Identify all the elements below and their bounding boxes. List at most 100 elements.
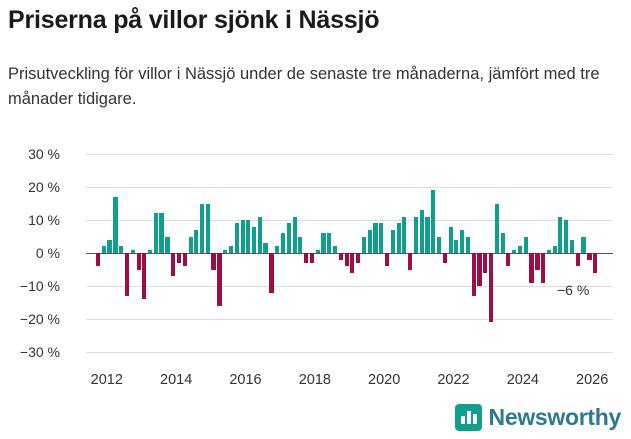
gridline [86, 154, 613, 155]
bar [506, 253, 511, 267]
bar [136, 253, 141, 270]
gridline [86, 352, 613, 353]
bar [517, 246, 523, 253]
bar [512, 249, 517, 253]
bar [315, 249, 320, 253]
bar [275, 246, 280, 253]
bar [205, 203, 211, 253]
bar [494, 203, 499, 253]
x-axis-tick-label: 2022 [437, 372, 470, 388]
bar [402, 216, 407, 253]
bar [569, 239, 575, 253]
bar [350, 253, 355, 273]
bar [269, 253, 274, 293]
bar [176, 253, 181, 263]
bar [165, 236, 170, 253]
bar [558, 216, 563, 253]
bar [546, 249, 551, 253]
y-axis-tick-label: 30 % [28, 146, 60, 162]
bar [252, 226, 257, 253]
brand-footer: Newsworthy [454, 404, 622, 431]
bar [390, 229, 395, 253]
bar [217, 253, 222, 306]
bar [408, 253, 413, 270]
x-axis-tick-label: 2026 [576, 372, 609, 388]
x-axis-tick-label: 2018 [298, 372, 331, 388]
bar [471, 253, 476, 296]
bar [246, 220, 251, 253]
page-title: Priserna på villor sjönk i Nässjö [8, 6, 380, 34]
bar [592, 253, 598, 273]
bar [159, 213, 164, 253]
bar [483, 253, 488, 273]
bar [124, 253, 129, 296]
bar-chart-logo-icon [454, 404, 482, 431]
bar [188, 236, 193, 253]
bar [552, 246, 557, 253]
bar [96, 253, 101, 267]
x-axis-tick-label: 2020 [368, 372, 401, 388]
bar [431, 190, 436, 253]
gridline [86, 319, 613, 320]
bar [564, 220, 569, 253]
x-axis-tick-label: 2024 [506, 372, 539, 388]
gridline [86, 220, 613, 221]
bar-chart: −30 % −20 % −10 % 0 % 10 % 20 % 30 % 2012 2014 20… [0, 140, 631, 388]
bar [223, 249, 228, 253]
bar [413, 216, 419, 253]
bar [488, 253, 494, 323]
y-axis-tick-label: −10 % [19, 278, 60, 294]
bar [280, 233, 286, 253]
bar [327, 233, 332, 253]
plot-area: −30 % −20 % −10 % 0 % 10 % 20 % 30 % 2012 2014 20… [20, 146, 613, 388]
x-axis-tick-label: 2012 [90, 372, 123, 388]
bar [500, 233, 505, 253]
bar [344, 253, 349, 267]
bar [379, 223, 384, 253]
bar [529, 253, 534, 283]
bar [356, 253, 361, 263]
bar [286, 223, 291, 253]
bar [130, 249, 135, 253]
y-axis-tick-label: −20 % [19, 311, 60, 327]
bar [396, 223, 401, 253]
bar [373, 223, 378, 253]
bar [142, 253, 147, 300]
bar [442, 253, 447, 263]
bar [182, 253, 187, 267]
bar [240, 220, 245, 253]
bar [477, 253, 482, 286]
bar [298, 236, 303, 253]
bar [119, 246, 124, 253]
bar [321, 233, 326, 253]
bar [263, 243, 268, 253]
bar [384, 253, 390, 267]
page-subtitle: Prisutveckling för villor i Nässjö under… [8, 65, 600, 108]
bar [535, 253, 540, 270]
bar [436, 236, 442, 253]
brand-name: Newsworthy [488, 404, 622, 430]
bar [113, 196, 118, 253]
bar [309, 253, 315, 263]
bar [460, 229, 465, 253]
bar [234, 223, 239, 253]
bar [575, 253, 580, 267]
bar [581, 236, 586, 253]
y-axis-tick-label: 10 % [28, 212, 60, 228]
bar [148, 249, 153, 253]
y-axis-tick-label: 20 % [28, 179, 60, 195]
x-axis-tick-label: 2014 [160, 372, 193, 388]
y-axis-tick-label: 0 % [35, 245, 60, 261]
bar [228, 246, 233, 253]
bar [304, 253, 309, 263]
bar [257, 216, 263, 253]
bar [454, 239, 459, 253]
bar [200, 203, 205, 253]
bar [332, 246, 338, 253]
gridline [86, 187, 613, 188]
bar [153, 213, 159, 253]
bar [465, 236, 471, 253]
bar [211, 253, 216, 270]
bar [540, 253, 546, 283]
